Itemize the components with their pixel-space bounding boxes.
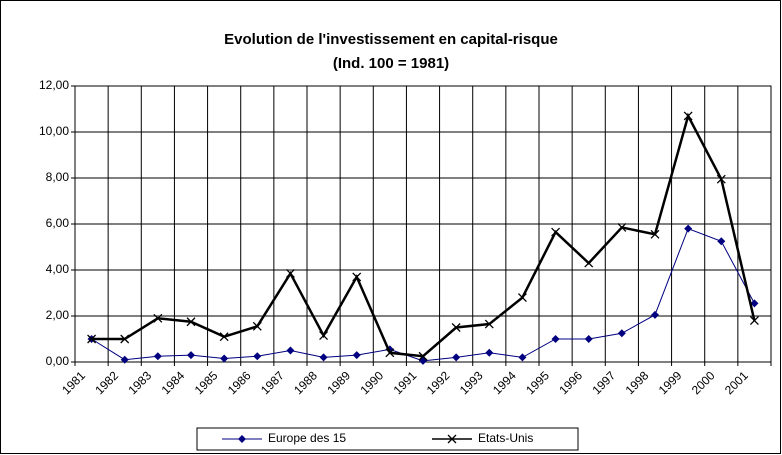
point bbox=[219, 332, 229, 342]
y-tick-label: 2,00 bbox=[46, 308, 70, 322]
point bbox=[584, 335, 593, 343]
point bbox=[485, 348, 494, 357]
point bbox=[252, 321, 262, 331]
point bbox=[187, 351, 195, 360]
point bbox=[352, 351, 361, 360]
point bbox=[186, 317, 196, 327]
y-tick-label: 4,00 bbox=[46, 262, 70, 276]
y-tick-label: 0,00 bbox=[46, 354, 70, 368]
point bbox=[617, 222, 627, 232]
y-tick-label: 10,00 bbox=[39, 124, 69, 138]
point bbox=[750, 299, 759, 308]
point bbox=[451, 323, 461, 332]
point bbox=[484, 319, 494, 329]
point bbox=[153, 352, 162, 361]
point bbox=[684, 224, 693, 233]
point bbox=[447, 434, 457, 444]
point bbox=[749, 316, 759, 326]
point bbox=[551, 335, 560, 343]
chart-title: Evolution de l'investissement en capital… bbox=[224, 31, 558, 48]
point bbox=[87, 334, 97, 344]
point bbox=[717, 237, 726, 246]
point bbox=[683, 111, 693, 121]
point bbox=[716, 174, 726, 184]
point bbox=[651, 310, 659, 319]
point bbox=[238, 435, 246, 443]
point bbox=[617, 329, 626, 338]
point bbox=[153, 313, 163, 323]
point bbox=[551, 227, 561, 237]
point bbox=[418, 351, 428, 361]
point bbox=[286, 346, 295, 355]
point bbox=[452, 353, 461, 362]
legend-label: Europe des 15 bbox=[268, 431, 346, 445]
point bbox=[385, 348, 395, 358]
point bbox=[285, 268, 295, 278]
chart-subtitle: (Ind. 100 = 1981) bbox=[333, 55, 449, 72]
point bbox=[584, 258, 594, 268]
point bbox=[253, 352, 262, 361]
point bbox=[650, 229, 660, 239]
point bbox=[319, 331, 329, 341]
y-tick-label: 8,00 bbox=[46, 170, 70, 184]
point bbox=[518, 353, 527, 362]
y-tick-label: 12,00 bbox=[39, 78, 69, 92]
y-tick-label: 6,00 bbox=[46, 216, 70, 230]
point bbox=[352, 272, 362, 282]
point bbox=[220, 354, 229, 363]
legend bbox=[196, 427, 579, 451]
point bbox=[120, 334, 130, 344]
point bbox=[517, 293, 527, 303]
point bbox=[319, 353, 328, 362]
legend-label: Etats-Unis bbox=[478, 431, 533, 445]
point bbox=[120, 355, 129, 364]
